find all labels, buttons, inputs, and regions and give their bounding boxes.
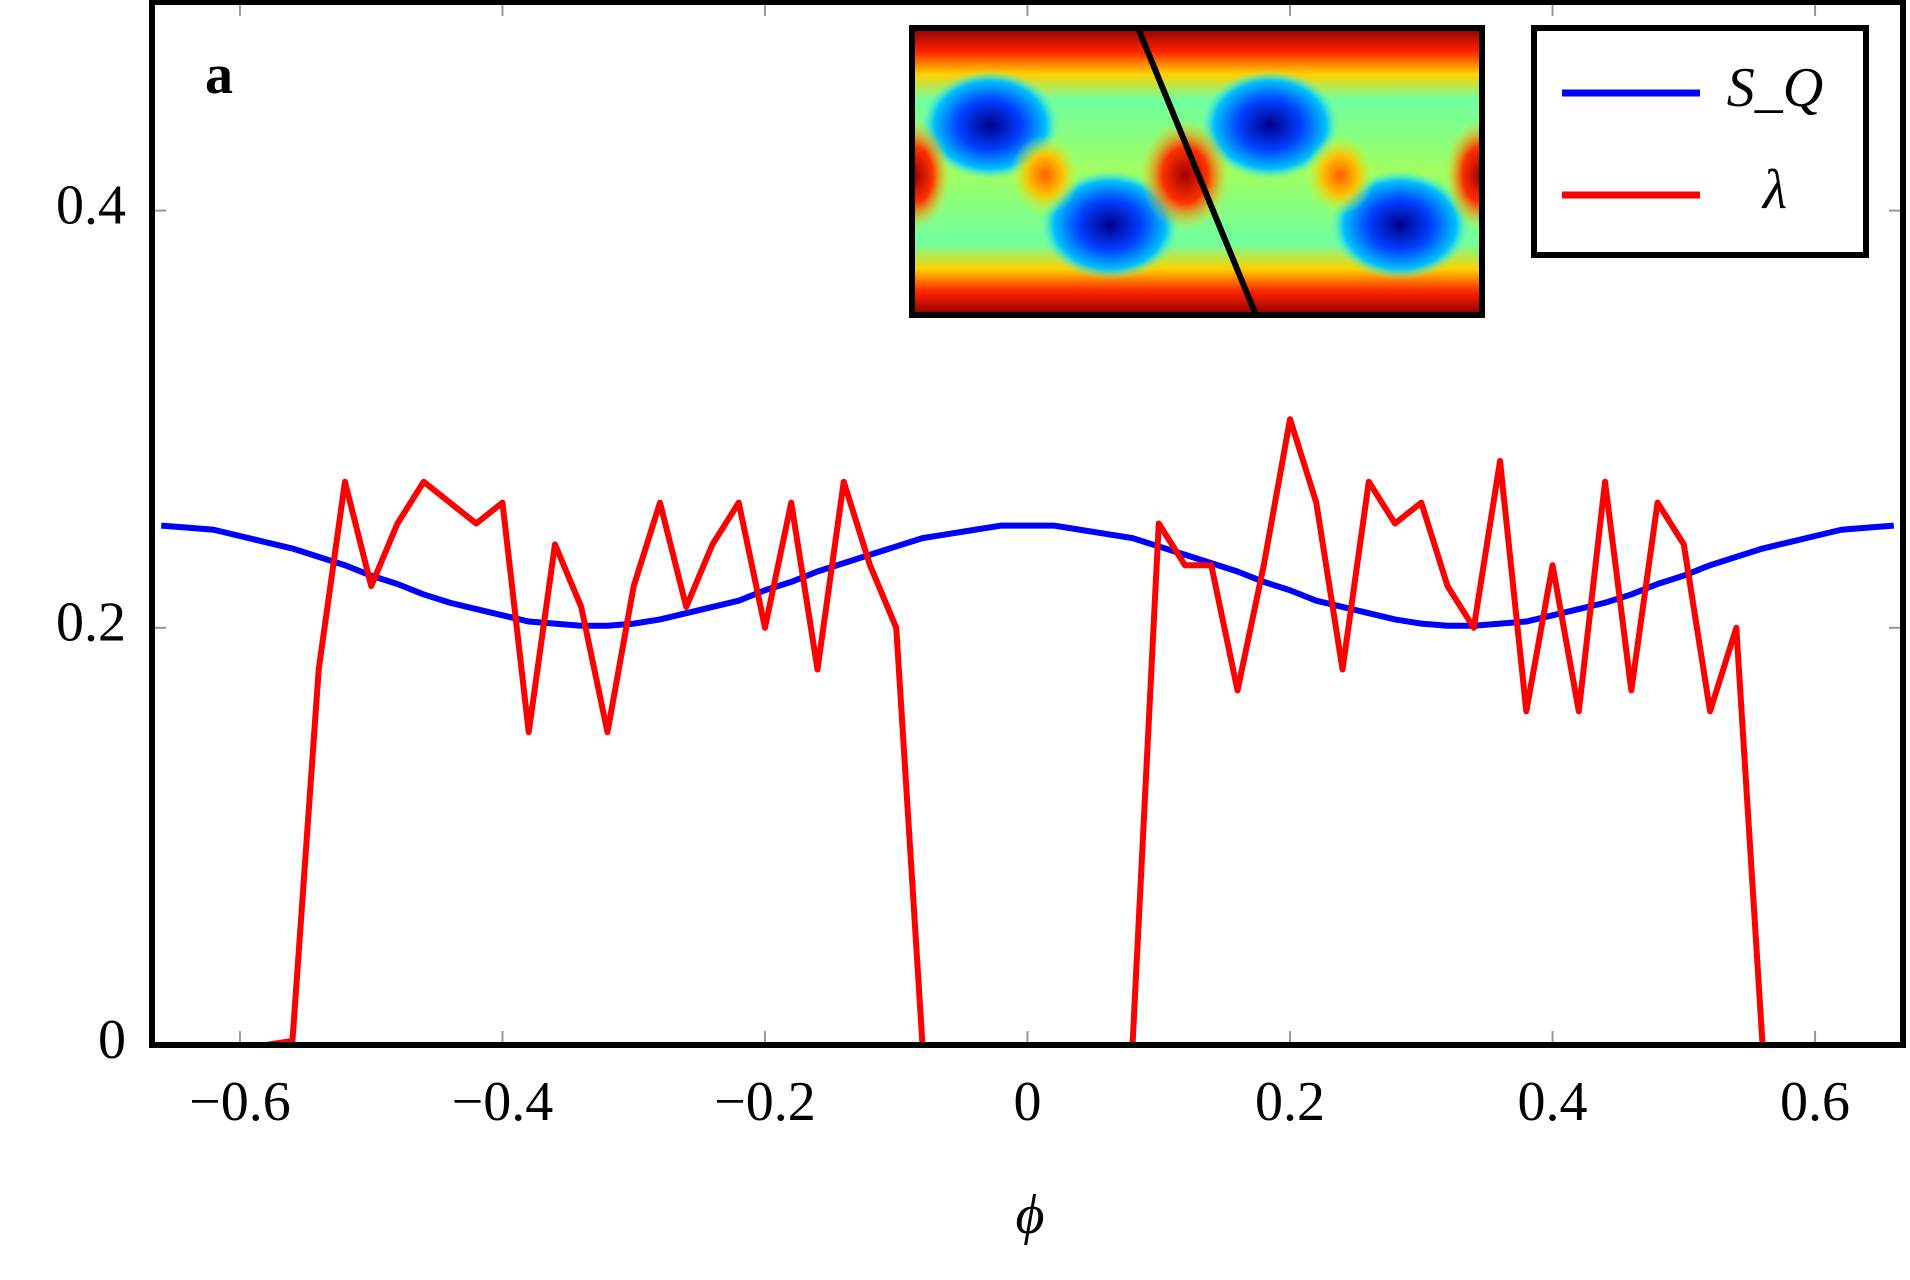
heatmap-blob [1445, 120, 1482, 230]
x-tick-label: 0.2 [1255, 1071, 1325, 1133]
legend [1531, 25, 1869, 258]
heatmap-blob [1200, 70, 1340, 180]
legend-label: λ [1761, 159, 1787, 221]
heatmap-blob [1305, 135, 1375, 215]
y-tick-label: 0.4 [56, 174, 126, 236]
inset-heatmap [912, 28, 1482, 315]
series-line [160, 522, 1895, 629]
x-tick-label: 0.4 [1518, 1071, 1588, 1133]
inset-frame [909, 25, 1485, 318]
series-line [161, 416, 1894, 1048]
x-tick-label: −0.4 [452, 1071, 554, 1133]
legend-label: S_Q [1727, 57, 1823, 119]
x-axis-label: ϕ [1016, 1184, 1045, 1246]
heatmap-line [1135, 28, 1259, 315]
x-tick-label: 0.6 [1780, 1071, 1850, 1133]
x-tick-label: −0.2 [714, 1071, 816, 1133]
heatmap-blob [912, 120, 950, 230]
plot-frame [149, 0, 1906, 1048]
y-tick-label: 0.2 [56, 592, 126, 654]
x-tick-label: 0 [1014, 1071, 1042, 1133]
y-tick-label: 0 [98, 1009, 126, 1071]
x-tick-label: −0.6 [189, 1071, 291, 1133]
panel-label: a [205, 44, 233, 106]
heatmap-blob [1010, 135, 1080, 215]
